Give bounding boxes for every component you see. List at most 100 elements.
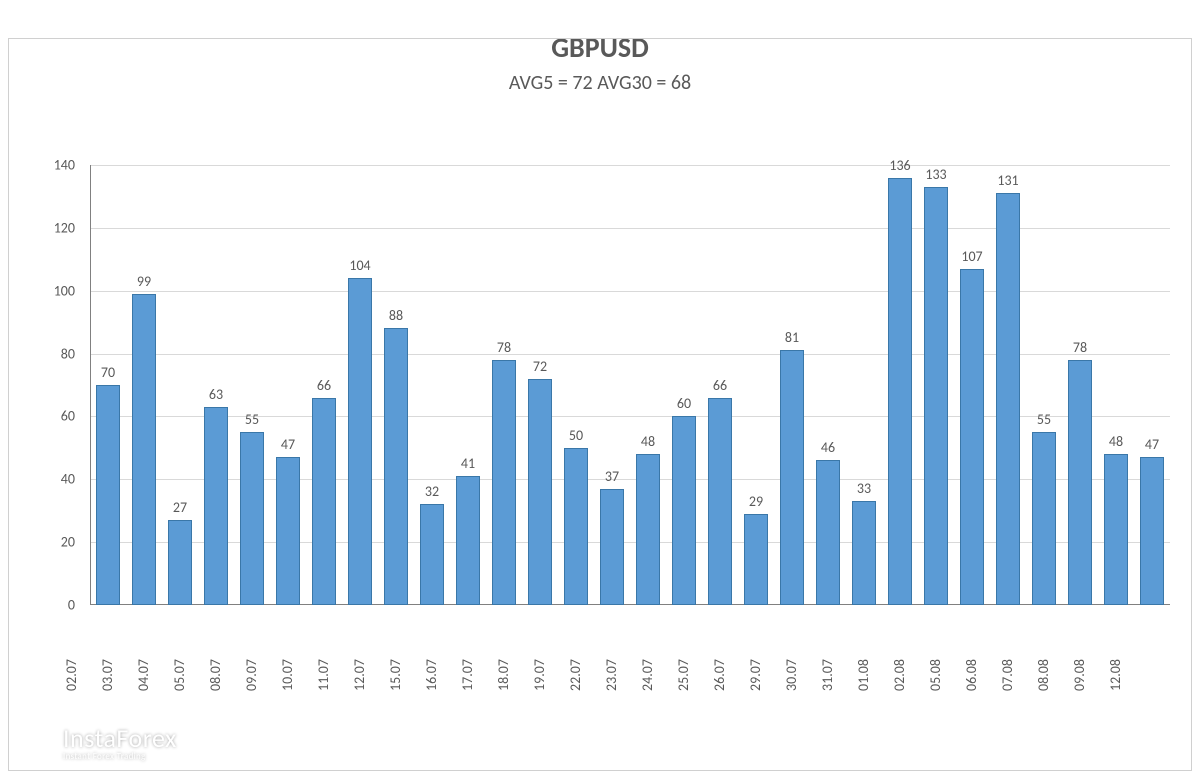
bar-value-label: 107	[961, 248, 982, 265]
bar-group: 63	[198, 407, 234, 605]
bar-group: 41	[450, 476, 486, 605]
bar-value-label: 63	[209, 386, 223, 403]
bar-group: 60	[666, 416, 702, 605]
bar-group: 48	[630, 454, 666, 605]
plot-area: 7099276355476610488324178725037486066298…	[90, 165, 1170, 605]
bar: 104	[348, 278, 373, 605]
bar: 133	[924, 187, 949, 605]
bar-group: 66	[306, 398, 342, 605]
bar-value-label: 29	[749, 493, 763, 510]
bar-value-label: 99	[137, 273, 151, 290]
bar: 72	[528, 379, 553, 605]
bar-value-label: 27	[173, 499, 187, 516]
bar-group: 27	[162, 520, 198, 605]
y-axis-tick-label: 100	[54, 282, 75, 299]
y-axis-tick-label: 0	[68, 597, 75, 614]
bar-value-label: 133	[925, 166, 946, 183]
bars-container: 7099276355476610488324178725037486066298…	[90, 165, 1170, 605]
bar-value-label: 88	[389, 307, 403, 324]
bar: 78	[1068, 360, 1093, 605]
x-axis-tick-label: 12.08	[1107, 657, 1197, 693]
bar-group: 104	[342, 278, 378, 605]
bar: 55	[240, 432, 265, 605]
bar-group: 107	[954, 269, 990, 605]
bar-value-label: 60	[677, 395, 691, 412]
bar-group: 37	[594, 489, 630, 605]
bar: 41	[456, 476, 481, 605]
bar-value-label: 47	[1145, 436, 1159, 453]
bar-value-label: 47	[281, 436, 295, 453]
bar-group: 47	[270, 457, 306, 605]
bar: 66	[312, 398, 337, 605]
bar-group: 70	[90, 385, 126, 605]
bar: 50	[564, 448, 589, 605]
bar-value-label: 104	[349, 257, 370, 274]
y-axis-tick-label: 140	[54, 157, 75, 174]
bar-group: 131	[990, 193, 1026, 605]
bar-value-label: 72	[533, 358, 547, 375]
bar-value-label: 55	[245, 411, 259, 428]
y-axis-tick-label: 80	[61, 345, 75, 362]
bar-group: 88	[378, 328, 414, 605]
bar-value-label: 131	[997, 172, 1018, 189]
bar: 60	[672, 416, 697, 605]
bar: 33	[852, 501, 877, 605]
bar: 63	[204, 407, 229, 605]
bar: 46	[816, 460, 841, 605]
bar-group: 66	[702, 398, 738, 605]
bar: 48	[1104, 454, 1129, 605]
bar-group: 78	[486, 360, 522, 605]
bar: 48	[636, 454, 661, 605]
bar: 32	[420, 504, 445, 605]
bar: 27	[168, 520, 193, 605]
bar-group: 99	[126, 294, 162, 605]
bar-group: 81	[774, 350, 810, 605]
bar-group: 136	[882, 178, 918, 605]
bar-value-label: 48	[641, 433, 655, 450]
bar: 29	[744, 514, 769, 605]
bar-group: 78	[1062, 360, 1098, 605]
bar-value-label: 78	[497, 339, 511, 356]
watermark-text: InstaForex Instant Forex Trading	[63, 722, 177, 762]
bar-value-label: 70	[101, 364, 115, 381]
bar-value-label: 48	[1109, 433, 1123, 450]
y-axis-tick-label: 120	[54, 219, 75, 236]
bar: 70	[96, 385, 121, 605]
bar-group: 33	[846, 501, 882, 605]
bar-group: 50	[558, 448, 594, 605]
watermark-globe-icon	[15, 719, 55, 764]
bar-group: 72	[522, 379, 558, 605]
y-axis-tick-label: 20	[61, 534, 75, 551]
bar-value-label: 78	[1073, 339, 1087, 356]
bar-group: 55	[234, 432, 270, 605]
bar-value-label: 66	[317, 377, 331, 394]
bar: 55	[1032, 432, 1057, 605]
bar: 107	[960, 269, 985, 605]
bar: 99	[132, 294, 157, 605]
bar-group: 32	[414, 504, 450, 605]
bar-group: 133	[918, 187, 954, 605]
bar-group: 47	[1134, 457, 1170, 605]
bar-value-label: 41	[461, 455, 475, 472]
bar-group: 55	[1026, 432, 1062, 605]
bar: 131	[996, 193, 1021, 605]
y-axis-labels: 020406080100120140	[40, 165, 85, 605]
bar: 66	[708, 398, 733, 605]
bar: 78	[492, 360, 517, 605]
y-axis-tick-label: 40	[61, 471, 75, 488]
bar-group: 29	[738, 514, 774, 605]
y-axis-tick-label: 60	[61, 408, 75, 425]
bar-value-label: 50	[569, 427, 583, 444]
bar-value-label: 136	[889, 157, 910, 174]
bar: 81	[780, 350, 805, 605]
bar-group: 46	[810, 460, 846, 605]
x-axis-labels: 02.0703.0704.0705.0708.0709.0710.0711.07…	[90, 612, 1170, 702]
bar: 47	[1140, 457, 1165, 605]
bar: 37	[600, 489, 625, 605]
watermark: InstaForex Instant Forex Trading	[15, 719, 177, 764]
bar: 88	[384, 328, 409, 605]
bar-value-label: 66	[713, 377, 727, 394]
bar: 136	[888, 178, 913, 605]
bar-value-label: 81	[785, 329, 799, 346]
bar-value-label: 33	[857, 480, 871, 497]
